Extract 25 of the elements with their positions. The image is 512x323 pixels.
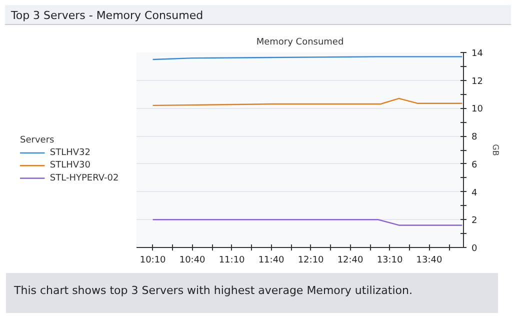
y-tick-label: 14	[472, 49, 484, 59]
line-series	[152, 98, 463, 106]
y-tick-label: 2	[472, 216, 478, 226]
legend-label: STLHV32	[50, 148, 91, 158]
y-tick-label: 10	[472, 104, 484, 115]
x-tick-label: 13:40	[416, 256, 443, 266]
y-tick-label: 12	[472, 76, 483, 87]
chart-title: Top 3 Servers - Memory Consumed	[11, 8, 204, 24]
legend-label: STL-HYPERV-02	[50, 173, 119, 184]
y-tick-label: 4	[472, 188, 478, 198]
legend-title: Servers	[20, 135, 55, 146]
text: This chart shows top 3 Servers with highest average Memory utilization.	[14, 283, 412, 299]
y-tick-label: 6	[472, 160, 478, 170]
x-tick-label: 10:40	[179, 256, 206, 266]
y-axis-title: GB	[490, 144, 500, 156]
legend-label: STLHV30	[50, 160, 91, 171]
x-tick-label: 12:40	[337, 256, 364, 266]
x-tick-label: 13:10	[376, 256, 404, 266]
x-tick-label: 10:10	[140, 256, 166, 266]
y-tick-label: 8	[472, 132, 478, 143]
x-tick-label: 12:10	[298, 256, 324, 266]
x-tick-label: 11:10	[218, 256, 246, 266]
y-tick-label: 0	[472, 244, 478, 254]
x-tick-label: 11:40	[258, 256, 285, 266]
chart-subtitle: Memory Consumed	[256, 38, 344, 48]
